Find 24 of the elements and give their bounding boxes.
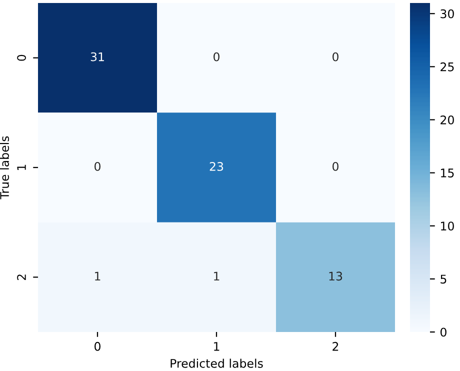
color-bar-label: 5 bbox=[440, 274, 446, 284]
color-bar-label: 10 bbox=[441, 222, 454, 231]
color-bar-label: 0 bbox=[440, 328, 446, 337]
color-bar-label: 20 bbox=[440, 115, 454, 124]
data-label: 0 bbox=[94, 162, 100, 171]
data-label: 1 bbox=[95, 272, 100, 280]
data-label: 0 bbox=[332, 52, 338, 62]
y-tick-label: 2 bbox=[17, 274, 26, 280]
y-axis-title: True labels bbox=[0, 136, 10, 200]
color-bar-label: 25 bbox=[440, 62, 454, 72]
color-bar-label: 30 bbox=[440, 9, 454, 18]
data-label: 0 bbox=[214, 52, 220, 62]
x-tick-label: 1 bbox=[214, 342, 220, 351]
color-bar-label: 15 bbox=[441, 168, 454, 178]
x-tick-label: 0 bbox=[94, 342, 100, 351]
x-tick-label: 2 bbox=[332, 342, 338, 351]
x-axis-title: Predicted labels bbox=[170, 358, 263, 368]
data-label: 0 bbox=[332, 162, 338, 171]
y-tick-label: 1 bbox=[17, 164, 26, 170]
data-label: 23 bbox=[210, 162, 224, 171]
data-label: 1 bbox=[214, 272, 220, 280]
y-tick-label: 0 bbox=[17, 54, 26, 61]
data-label: 31 bbox=[90, 52, 104, 62]
data-label: 13 bbox=[329, 272, 342, 281]
